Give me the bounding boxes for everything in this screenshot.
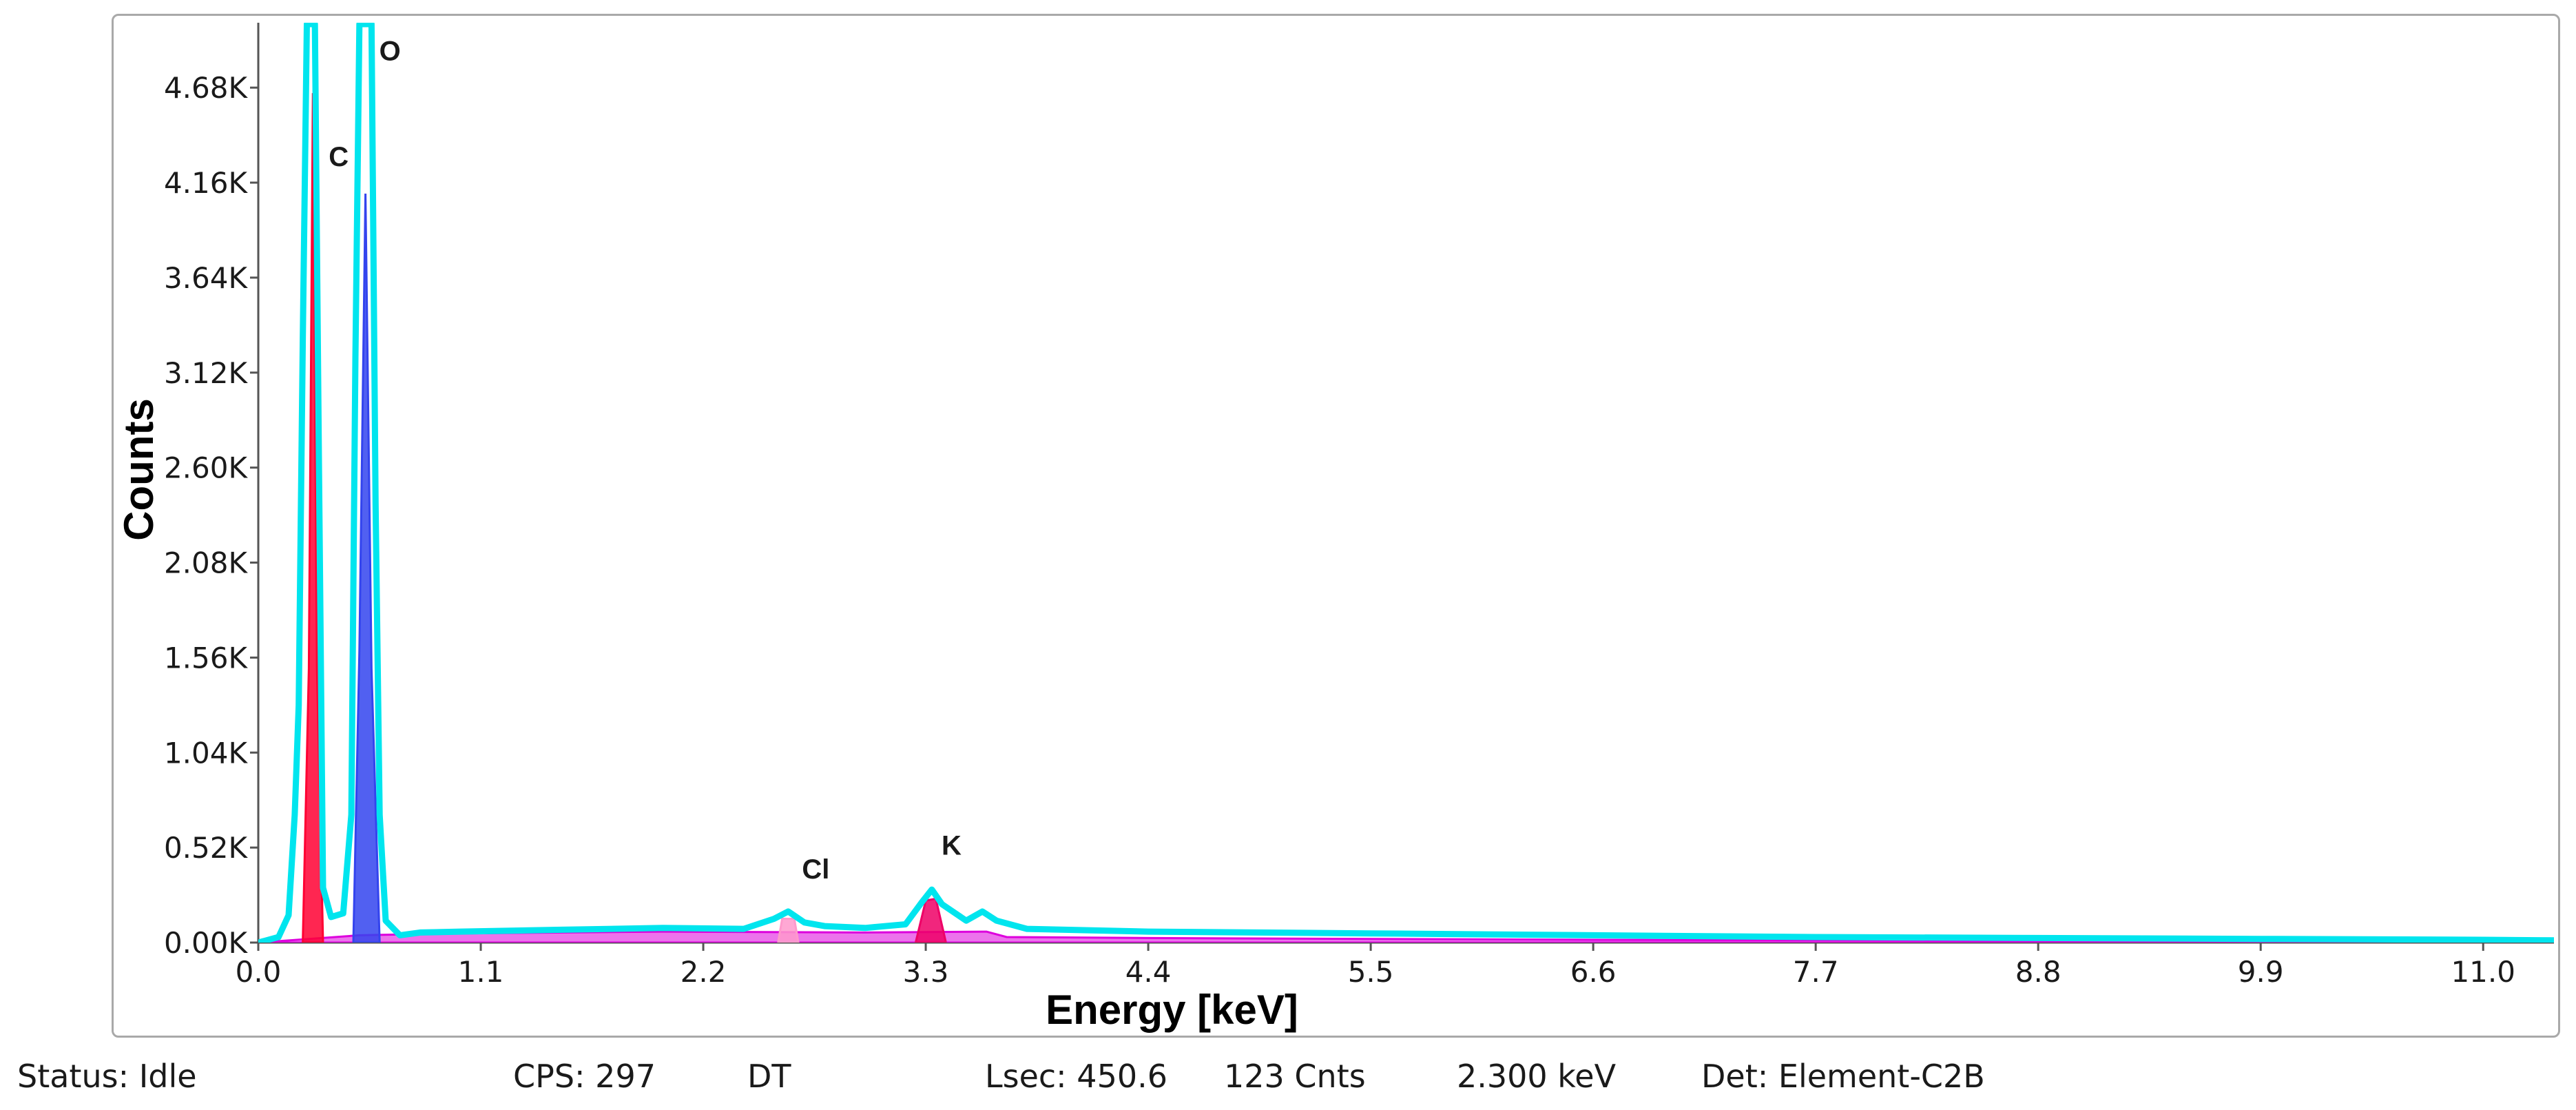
status-text: Status: Idle <box>17 1058 197 1095</box>
dt-readout: DT <box>747 1058 791 1095</box>
x-tick-label: 8.8 <box>2015 955 2061 989</box>
peak-label-cl: Cl <box>802 854 829 885</box>
x-tick-label: 7.7 <box>1793 955 1839 989</box>
spectrum-chart: 0.00K 0.52K 1.04K 1.56K 2.08K 2.60K 3.12K 3.64K… <box>116 23 2554 1033</box>
x-tick-label: 11.0 <box>2451 955 2515 989</box>
energy-readout: 2.300 keV <box>1457 1058 1617 1095</box>
x-tick-label: 6.6 <box>1570 955 1617 989</box>
cps-readout: CPS: 297 <box>513 1058 656 1095</box>
x-tick-label: 0.0 <box>236 955 282 989</box>
series-group <box>258 23 2554 943</box>
peak-label-o: O <box>380 36 401 66</box>
y-tick-label: 1.04K <box>164 736 249 770</box>
x-tick-label: 1.1 <box>458 955 504 989</box>
c-fit-series <box>302 93 324 943</box>
peak-label-k: K <box>942 831 962 861</box>
y-tick-label: 3.12K <box>164 356 249 390</box>
lsec-readout: Lsec: 450.6 <box>985 1058 1167 1095</box>
y-tick-label: 4.68K <box>164 71 249 105</box>
counts-readout: 123 Cnts <box>1224 1058 1366 1095</box>
x-tick-label: 3.3 <box>903 955 949 989</box>
x-tick-label: 4.4 <box>1125 955 1172 989</box>
peak-label-c: C <box>329 142 349 172</box>
y-tick-label: 2.60K <box>164 451 249 485</box>
y-tick-label: 2.08K <box>164 546 249 580</box>
y-tick-label: 3.64K <box>164 261 249 295</box>
o-fit-series <box>352 193 381 943</box>
x-axis-title: Energy [keV] <box>1046 987 1298 1033</box>
x-tick-label: 2.2 <box>681 955 727 989</box>
y-axis-title: Counts <box>116 398 162 541</box>
cl-fit-series <box>777 918 800 943</box>
x-tick-label: 9.9 <box>2238 955 2284 989</box>
y-tick-label: 0.52K <box>164 831 249 865</box>
status-bar: Status: Idle CPS: 297 DT Lsec: 450.6 123… <box>0 1058 2576 1106</box>
measured-spectrum-series <box>258 23 2554 943</box>
x-tick-label: 5.5 <box>1348 955 1394 989</box>
chart-frame <box>112 14 2560 1038</box>
y-tick-label: 0.00K <box>164 926 249 960</box>
detector-readout: Det: Element-C2B <box>1701 1058 1985 1095</box>
y-tick-label: 4.16K <box>164 166 249 200</box>
y-tick-label: 1.56K <box>164 641 249 675</box>
